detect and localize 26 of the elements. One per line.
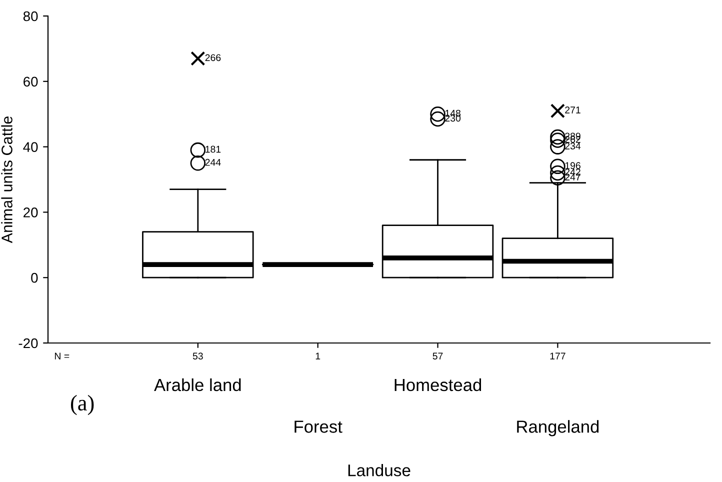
x-tick-label: Rangeland bbox=[517, 420, 599, 436]
annotation: 242 bbox=[565, 168, 580, 176]
x-tick-label: Forest bbox=[294, 420, 342, 433]
annotation: 181 bbox=[206, 146, 221, 153]
text: (a) bbox=[70, 394, 94, 416]
y-axis-title: Animal units Cattle bbox=[1, 116, 12, 244]
y-tick-label: 60 bbox=[24, 76, 38, 87]
annotation: 234 bbox=[565, 142, 581, 150]
x-axis-title: Landuse bbox=[348, 464, 410, 476]
annotation: 244 bbox=[205, 158, 221, 166]
text: N = bbox=[54, 352, 70, 360]
x-tick-label: Homestead bbox=[394, 378, 482, 392]
text: 53 bbox=[192, 352, 203, 360]
annotation: 196 bbox=[565, 162, 580, 170]
annotation: 148 bbox=[445, 110, 461, 117]
annotation: 266 bbox=[205, 54, 221, 62]
y-tick-label: 20 bbox=[24, 208, 38, 218]
text: 1 bbox=[316, 352, 320, 360]
y-tick-label: 40 bbox=[23, 142, 38, 152]
y-tick-label: 80 bbox=[23, 11, 38, 22]
annotation: 271 bbox=[565, 106, 580, 114]
y-tick-label: -20 bbox=[18, 338, 38, 348]
x-tick-label: Arable land bbox=[154, 378, 241, 392]
y-tick-label: 0 bbox=[31, 272, 38, 283]
text: 177 bbox=[550, 352, 566, 360]
text: 57 bbox=[432, 352, 443, 360]
